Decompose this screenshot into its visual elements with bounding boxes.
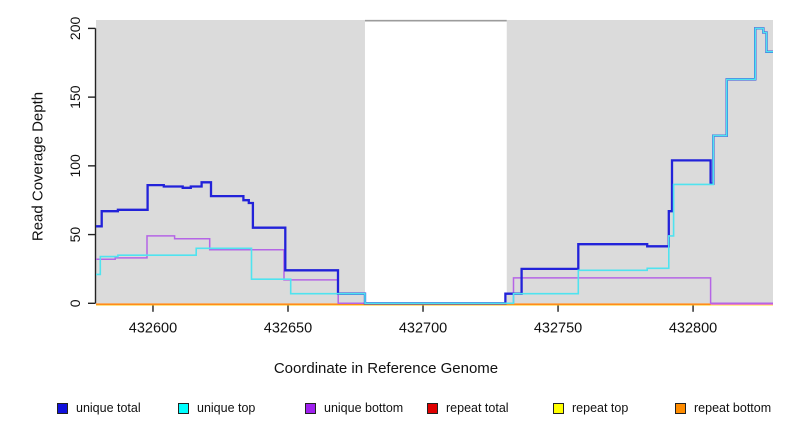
shaded-region — [96, 20, 365, 304]
series-unique-bottom — [96, 235, 773, 305]
y-tick-label: 100 — [67, 154, 83, 178]
x-tick-label: 432800 — [669, 320, 717, 336]
shaded-region — [506, 20, 773, 304]
x-tick-label: 432700 — [399, 320, 447, 336]
y-tick-label: 50 — [67, 227, 83, 243]
series-unique-top — [96, 27, 773, 305]
x-axis-title: Coordinate in Reference Genome — [273, 360, 499, 377]
x-tick-label: 432750 — [534, 320, 582, 336]
x-tick-label: 432600 — [129, 320, 177, 336]
y-tick-label: 0 — [67, 299, 83, 307]
y-tick-label: 150 — [67, 85, 83, 109]
y-axis-title: Read Coverage Depth — [29, 91, 47, 242]
x-tick-label: 432650 — [264, 320, 312, 336]
y-tick-label: 200 — [67, 17, 83, 41]
